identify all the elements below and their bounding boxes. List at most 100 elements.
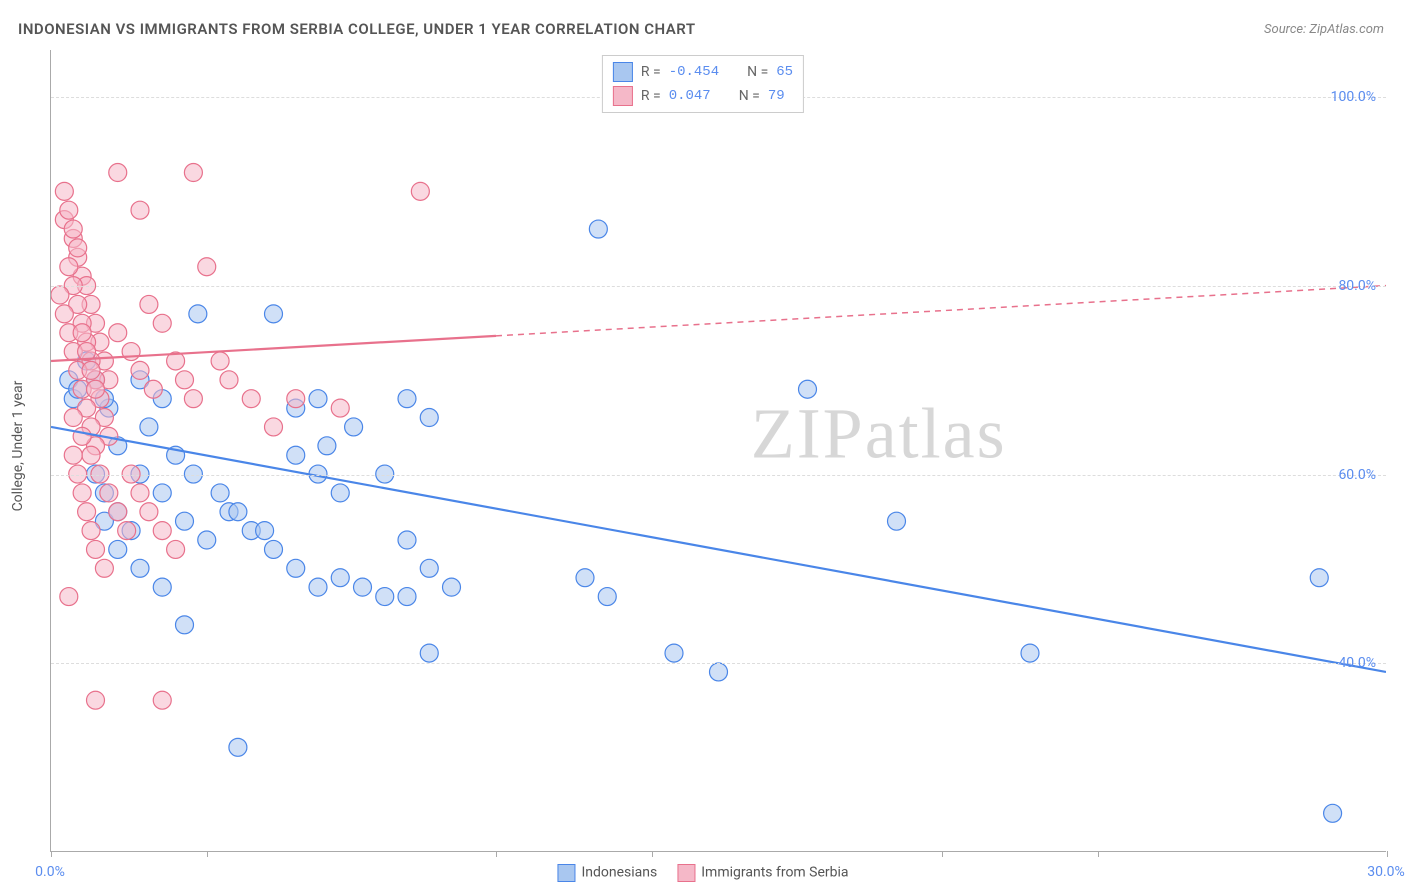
serbia-point: [242, 390, 260, 408]
serbia-point: [60, 258, 78, 276]
r-value: -0.454: [669, 64, 719, 80]
legend-swatch: [613, 62, 633, 82]
plot-area: ZIPatlas 40.0%60.0%80.0%100.0%: [50, 50, 1386, 852]
indonesians-point: [211, 484, 229, 502]
legend-label: Indonesians: [581, 865, 657, 881]
serbia-point: [82, 446, 100, 464]
legend-swatch: [557, 864, 575, 882]
indonesians-point: [420, 644, 438, 662]
serbia-point: [87, 540, 105, 558]
serbia-point: [411, 182, 429, 200]
indonesians-point: [153, 578, 171, 596]
indonesians-point: [345, 418, 363, 436]
legend-swatch: [677, 864, 695, 882]
indonesians-point: [398, 588, 416, 606]
serbia-point: [87, 380, 105, 398]
indonesians-point: [598, 588, 616, 606]
serbia-point: [153, 691, 171, 709]
legend-label: Immigrants from Serbia: [701, 865, 848, 881]
serbia-point: [184, 390, 202, 408]
y-tick-label: 60.0%: [1338, 467, 1376, 483]
serbia-point: [140, 295, 158, 313]
indonesians-point: [398, 390, 416, 408]
plot-svg: [51, 50, 1386, 851]
x-tick: [51, 851, 52, 857]
indonesians-point: [665, 644, 683, 662]
serbia-point: [60, 201, 78, 219]
serbia-point: [176, 371, 194, 389]
serbia-point: [82, 361, 100, 379]
serbia-point: [184, 164, 202, 182]
indonesians-point: [109, 540, 127, 558]
indonesians-trendline: [51, 427, 1386, 672]
serbia-point: [331, 399, 349, 417]
n-value: 79: [768, 88, 785, 104]
indonesians-point: [153, 484, 171, 502]
serbia-point: [140, 503, 158, 521]
serbia-point: [287, 390, 305, 408]
x-tick: [207, 851, 208, 857]
x-tick: [1387, 851, 1388, 857]
indonesians-point: [309, 390, 327, 408]
serbia-point: [220, 371, 238, 389]
x-tick: [496, 851, 497, 857]
indonesians-point: [176, 616, 194, 634]
serbia-point: [73, 427, 91, 445]
indonesians-point: [576, 569, 594, 587]
indonesians-point: [318, 437, 336, 455]
indonesians-point: [331, 569, 349, 587]
indonesians-point: [1310, 569, 1328, 587]
serbia-point: [109, 164, 127, 182]
x-tick-label: 30.0%: [1367, 864, 1405, 880]
serbia-point: [78, 503, 96, 521]
legend-item: Immigrants from Serbia: [677, 864, 848, 882]
r-label: R =: [641, 88, 661, 104]
indonesians-point: [710, 663, 728, 681]
serbia-point: [153, 522, 171, 540]
serbia-point: [211, 352, 229, 370]
serbia-point: [64, 220, 82, 238]
serbia-point: [64, 409, 82, 427]
serbia-point: [131, 361, 149, 379]
indonesians-point: [376, 588, 394, 606]
legend-stat-row: R = -0.454 N = 65: [613, 60, 793, 84]
indonesians-point: [398, 531, 416, 549]
indonesians-point: [189, 305, 207, 323]
r-label: R =: [641, 64, 661, 80]
gridline: [51, 663, 1386, 664]
indonesians-point: [1021, 644, 1039, 662]
serbia-point: [153, 314, 171, 332]
indonesians-point: [176, 512, 194, 530]
indonesians-point: [799, 380, 817, 398]
indonesians-point: [265, 540, 283, 558]
indonesians-point: [198, 531, 216, 549]
indonesians-point: [265, 305, 283, 323]
legend-item: Indonesians: [557, 864, 657, 882]
indonesians-point: [256, 522, 274, 540]
serbia-point: [131, 201, 149, 219]
serbia-point: [265, 418, 283, 436]
indonesians-point: [131, 559, 149, 577]
indonesians-point: [420, 559, 438, 577]
legend-swatch: [613, 86, 633, 106]
serbia-point: [198, 258, 216, 276]
indonesians-point: [309, 578, 327, 596]
indonesians-point: [1324, 804, 1342, 822]
serbia-point: [118, 522, 136, 540]
serbia-point: [73, 324, 91, 342]
y-axis-label: College, Under 1 year: [10, 381, 26, 512]
n-value: 65: [776, 64, 793, 80]
x-tick: [942, 851, 943, 857]
serbia-trendline-dash: [496, 286, 1386, 336]
serbia-point: [131, 484, 149, 502]
indonesians-point: [589, 220, 607, 238]
serbia-point: [95, 559, 113, 577]
n-label: N =: [739, 88, 760, 104]
indonesians-point: [287, 446, 305, 464]
x-tick-label: 0.0%: [35, 864, 65, 880]
gridline: [51, 475, 1386, 476]
serbia-point: [167, 540, 185, 558]
serbia-point: [60, 588, 78, 606]
serbia-point: [109, 324, 127, 342]
indonesians-point: [229, 738, 247, 756]
